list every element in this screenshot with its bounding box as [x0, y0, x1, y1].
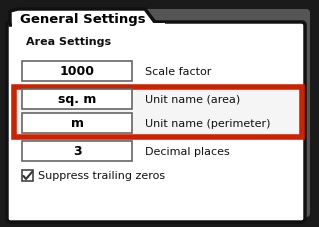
Bar	[22, 62, 132, 82]
Text: Area Settings: Area Settings	[26, 37, 111, 47]
Text: Unit name (area): Unit name (area)	[145, 95, 240, 105]
Text: sq. m: sq. m	[58, 93, 96, 106]
Text: Scale factor: Scale factor	[145, 67, 211, 77]
FancyBboxPatch shape	[7, 23, 305, 222]
Bar	[22, 170, 33, 181]
Bar	[12, 24, 165, 30]
Text: 1000: 1000	[60, 65, 94, 78]
Bar	[22, 90, 132, 109]
Text: 3: 3	[73, 145, 81, 158]
Text: Decimal places: Decimal places	[145, 146, 230, 156]
Text: General Settings: General Settings	[20, 13, 145, 26]
Bar	[22, 114, 132, 133]
Bar	[14, 88, 302, 137]
Bar	[22, 141, 132, 161]
Text: m: m	[70, 117, 84, 130]
Text: Suppress trailing zeros: Suppress trailing zeros	[38, 170, 165, 180]
Text: Unit name (perimeter): Unit name (perimeter)	[145, 118, 271, 128]
FancyBboxPatch shape	[10, 10, 310, 217]
Polygon shape	[10, 10, 157, 26]
